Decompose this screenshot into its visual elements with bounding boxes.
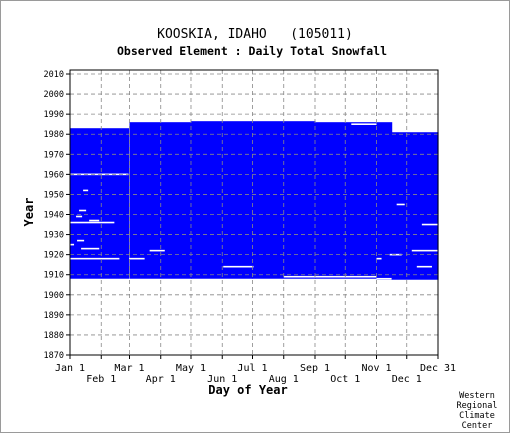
y-tick-label-1890: 1890: [44, 311, 64, 321]
credit-line-1: Western: [459, 391, 495, 401]
credit-line-2: Regional: [457, 401, 498, 411]
missing-gap-7: [70, 243, 75, 246]
missing-gap-10: [129, 257, 145, 260]
missing-gap-13: [283, 275, 377, 278]
missing-gap-22: [376, 257, 382, 260]
data-block-0: [70, 128, 130, 279]
missing-gap-5: [70, 221, 115, 224]
missing-gap-8: [81, 247, 100, 250]
x-tick-label-366: Dec 31: [420, 363, 456, 374]
y-tick-label-1870: 1870: [44, 351, 64, 361]
y-tick-label-1880: 1880: [44, 331, 64, 341]
missing-gap-17: [421, 223, 438, 226]
x-axis-label: Day of Year: [208, 383, 287, 397]
missing-gap-12: [223, 265, 254, 268]
y-tick-label-1930: 1930: [44, 231, 64, 241]
chart-subtitle: Observed Element : Daily Total Snowfall: [117, 44, 387, 58]
x-tick-label-335: Dec 1: [392, 374, 422, 385]
missing-gap-2: [79, 209, 87, 212]
y-tick-label-1970: 1970: [44, 150, 64, 160]
missing-gap-14: [376, 277, 392, 280]
plot-border: [69, 69, 439, 356]
x-tick-label-91: Apr 1: [146, 374, 176, 385]
missing-gap-4: [89, 219, 100, 222]
missing-gap-11: [149, 249, 165, 252]
x-tick-label-244: Sep 1: [300, 363, 330, 374]
x-axis: Jan 1 Mar 1 May 1 Jul 1 Sep 1 Nov 1 Dec 31 Feb …: [55, 355, 456, 385]
missing-gap-15: [351, 123, 377, 125]
x-tick-label-213: Aug 1: [269, 374, 299, 385]
y-tick-label-1900: 1900: [44, 291, 64, 301]
x-tick-label-121: May 1: [176, 363, 206, 374]
data-block-4: [314, 122, 378, 279]
x-tick-label-1: Jan 1: [55, 363, 85, 374]
data-block-5: [376, 122, 393, 280]
y-axis: 2010 2000 1990 1980 1970 1960 1950 1940 1930 1920…: [44, 70, 70, 361]
missing-gap-3: [76, 215, 83, 218]
data-layer: [70, 121, 439, 280]
y-tick-label-1960: 1960: [44, 170, 64, 180]
x-tick-label-274: Oct 1: [330, 374, 360, 385]
y-tick-label-1950: 1950: [44, 190, 64, 200]
x-tick-label-32: Feb 1: [86, 374, 116, 385]
x-tick-label-182: Jul 1: [237, 363, 267, 374]
y-tick-label-1910: 1910: [44, 271, 64, 281]
chart-title: KOOSKIA, IDAHO (105011): [157, 27, 353, 42]
y-tick-label-2010: 2010: [44, 70, 64, 80]
missing-gap-21: [396, 203, 405, 206]
missing-gap-1: [83, 189, 89, 192]
missing-gap-16: [406, 129, 417, 132]
grid-layer: [70, 70, 438, 355]
credit-block: Western Regional Climate Center: [457, 391, 498, 431]
missing-gap-19: [416, 265, 432, 268]
plot-area: [69, 69, 439, 356]
y-tick-label-2000: 2000: [44, 90, 64, 100]
y-tick-label-1920: 1920: [44, 251, 64, 261]
x-tick-label-305: Nov 1: [361, 363, 391, 374]
y-axis-label: Year: [22, 198, 36, 227]
y-tick-label-1980: 1980: [44, 130, 64, 140]
y-tick-label-1940: 1940: [44, 211, 64, 221]
y-tick-label-1990: 1990: [44, 110, 64, 120]
credit-line-4: Center: [462, 421, 493, 431]
missing-gap-9: [70, 257, 120, 260]
credit-line-3: Climate: [459, 411, 495, 421]
x-tick-label-152: Jun 1: [207, 374, 237, 385]
missing-gap-18: [411, 249, 438, 252]
x-tick-label-60: Mar 1: [114, 363, 144, 374]
missing-gap-6: [77, 239, 85, 242]
